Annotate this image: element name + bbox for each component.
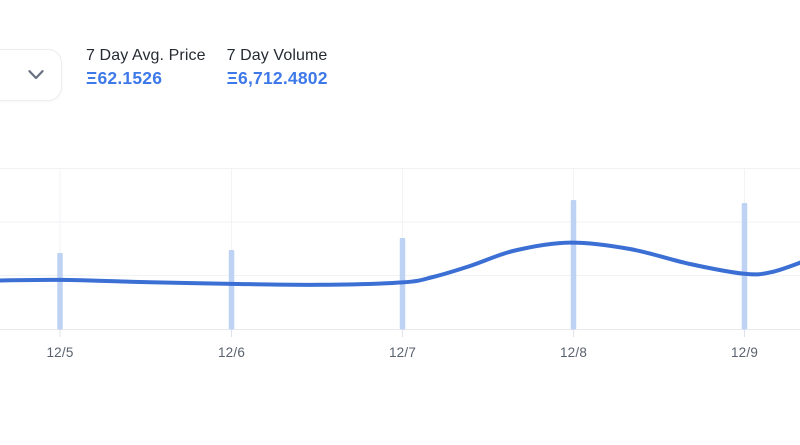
stats-row: 7 Day Avg. Price Ξ62.1526 7 Day Volume Ξ…: [86, 47, 328, 88]
x-axis-label: 12/6: [218, 345, 245, 360]
collection-filter-dropdown[interactable]: [0, 49, 62, 101]
x-axis-label: 12/8: [560, 345, 587, 360]
x-axis-label: 12/9: [731, 345, 758, 360]
avg-price-line[interactable]: [0, 240, 800, 287]
volume-bar[interactable]: [570, 200, 577, 330]
x-axis-label: 12/5: [46, 345, 73, 360]
stat-avg-price: 7 Day Avg. Price Ξ62.1526: [86, 47, 206, 88]
volume-label: 7 Day Volume: [226, 47, 328, 64]
avg-price-value: Ξ62.1526: [86, 68, 163, 88]
avg-price-label: 7 Day Avg. Price: [86, 47, 206, 64]
chevron-down-icon: [28, 70, 44, 80]
volume-bar[interactable]: [57, 253, 63, 330]
volume-bar[interactable]: [228, 250, 235, 330]
stat-volume: 7 Day Volume Ξ6,712.4802: [227, 47, 328, 88]
x-axis-label: 12/7: [389, 345, 416, 360]
volume-value: Ξ6,712.4802: [226, 68, 328, 88]
volume-bar[interactable]: [741, 203, 748, 330]
